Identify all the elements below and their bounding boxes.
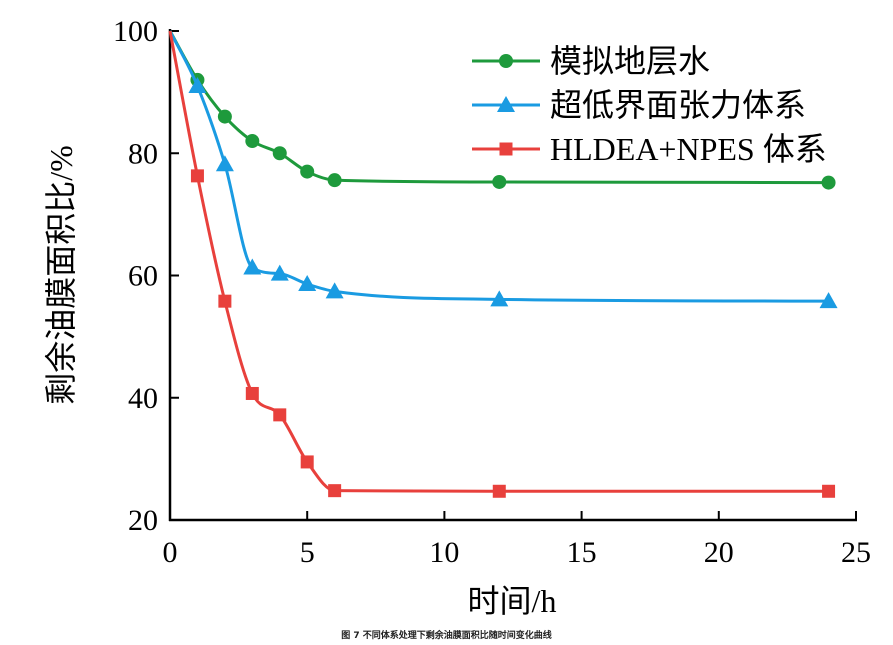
legend-label: HLDEA+NPES 体系 bbox=[550, 131, 827, 167]
data-point bbox=[492, 174, 507, 189]
data-point bbox=[298, 275, 317, 292]
data-point bbox=[327, 173, 342, 188]
data-point bbox=[821, 175, 836, 190]
legend-marker bbox=[499, 142, 513, 156]
y-tick-label: 20 bbox=[128, 504, 158, 537]
x-tick-label: 25 bbox=[841, 536, 871, 569]
data-point bbox=[272, 146, 287, 161]
data-point bbox=[245, 386, 259, 400]
legend-marker bbox=[499, 54, 513, 68]
series-line bbox=[168, 30, 829, 303]
figure-caption: 图 7 不同体系处理下剩余油膜面积比随时间变化曲线 bbox=[341, 631, 552, 641]
y-axis-label: 剩余油膜面积比/% bbox=[43, 145, 79, 405]
y-tick-label: 100 bbox=[113, 15, 158, 48]
data-point bbox=[822, 484, 836, 498]
data-point bbox=[218, 294, 232, 308]
axes: 0 5 10 15 20 25 20 40 60 80 100 bbox=[113, 15, 871, 569]
data-point bbox=[328, 484, 342, 498]
data-point bbox=[188, 77, 207, 94]
x-tick-label: 0 bbox=[163, 536, 178, 569]
x-tick-label: 5 bbox=[300, 536, 315, 569]
data-point bbox=[245, 134, 260, 149]
x-tick-label: 10 bbox=[429, 536, 459, 569]
legend-item-3: HLDEA+NPES 体系 bbox=[472, 131, 827, 167]
series-3 bbox=[168, 30, 836, 498]
series-line bbox=[168, 30, 829, 493]
data-point bbox=[819, 292, 838, 309]
data-point bbox=[217, 109, 232, 124]
data-point bbox=[325, 282, 344, 299]
x-axis-label: 时间/h bbox=[468, 583, 557, 619]
legend-label: 模拟地层水 bbox=[550, 43, 710, 79]
data-point bbox=[490, 290, 509, 307]
y-tick-label: 40 bbox=[128, 382, 158, 415]
legend-label: 超低界面张力体系 bbox=[550, 87, 806, 123]
data-point bbox=[243, 258, 262, 275]
y-tick-label: 80 bbox=[128, 137, 158, 170]
data-point bbox=[300, 164, 315, 179]
legend-marker bbox=[497, 96, 515, 112]
x-tick-label: 20 bbox=[704, 536, 734, 569]
data-point bbox=[300, 455, 314, 469]
data-point bbox=[270, 264, 289, 281]
legend-item-1: 模拟地层水 bbox=[472, 43, 710, 79]
y-tick-label: 60 bbox=[128, 260, 158, 293]
data-point bbox=[492, 484, 506, 498]
data-point bbox=[190, 169, 204, 183]
x-tick-label: 15 bbox=[567, 536, 597, 569]
plot-area bbox=[168, 30, 838, 498]
series-2 bbox=[168, 30, 838, 309]
data-point bbox=[273, 408, 287, 422]
data-point bbox=[215, 155, 234, 172]
legend-item-2: 超低界面张力体系 bbox=[472, 87, 806, 123]
